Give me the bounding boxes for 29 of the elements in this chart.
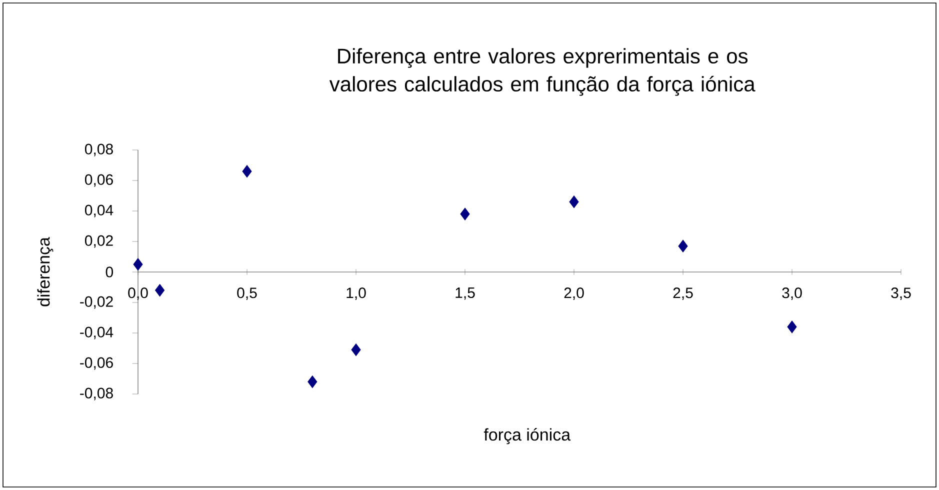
chart-title: Diferença entre valores exprerimentais e os valores calculados em função da força iónica — [329, 48, 756, 96]
y-tick-label: 0,02 — [84, 235, 113, 248]
point — [351, 344, 361, 356]
y-tick-label: -0,06 — [80, 357, 113, 370]
x-tick-label: 2,5 — [673, 288, 693, 300]
point — [460, 208, 470, 220]
x-tick-label: 1,0 — [346, 288, 366, 300]
x-tick-label: 2,0 — [564, 288, 584, 300]
x-tick-label: 3,0 — [782, 288, 802, 300]
point — [155, 284, 165, 297]
y-tick-label: 0,06 — [84, 174, 113, 187]
y-axis-title: diferença — [37, 237, 54, 306]
point — [569, 196, 579, 208]
point — [308, 376, 318, 388]
x-tick-label: 3,5 — [891, 288, 911, 300]
x-tick-label: 0,5 — [237, 288, 257, 300]
x-tick-label: 1,5 — [456, 288, 475, 300]
y-tick-label: -0,02 — [80, 296, 113, 309]
point — [678, 240, 688, 252]
y-tick-label: -0,04 — [80, 326, 114, 340]
y-tick-label: 0,08 — [84, 144, 113, 156]
x-tick-label: 0,0 — [128, 288, 148, 300]
point — [242, 165, 252, 178]
y-tick-label: 0,04 — [84, 204, 114, 218]
y-tick-label: 0 — [106, 266, 114, 278]
point — [133, 258, 143, 271]
y-tick-label: -0,08 — [80, 388, 113, 400]
x-axis-title: força iónica — [484, 428, 571, 444]
point — [787, 320, 797, 334]
